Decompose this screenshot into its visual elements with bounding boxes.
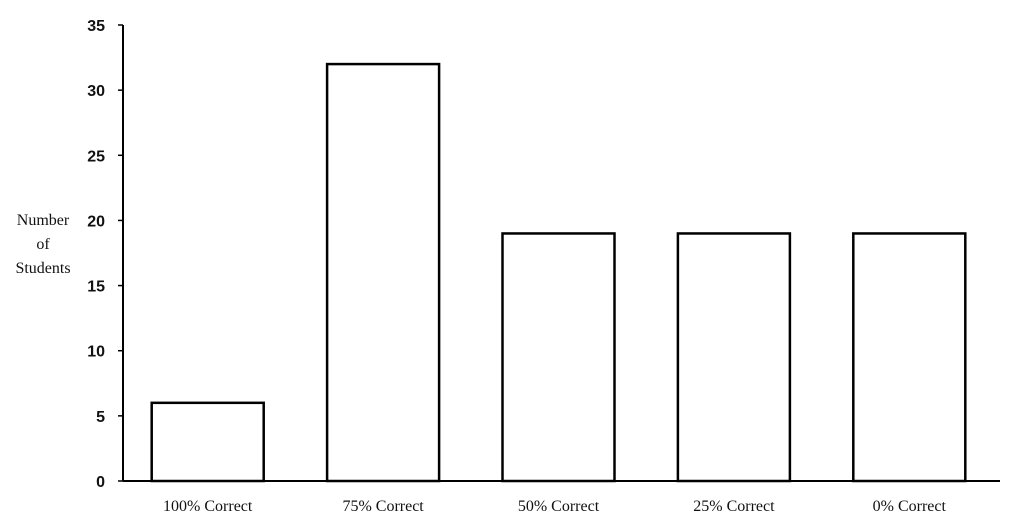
x-axis-tick-labels: 100% Correct 75% Correct 50% Correct 25% Co… — [163, 498, 946, 515]
y-tick-label: 30 — [87, 83, 105, 100]
bar — [325, 62, 441, 483]
x-tick-label: 25% Correct — [693, 498, 775, 515]
bar — [150, 401, 265, 483]
bar — [852, 232, 967, 483]
x-tick-label: 100% Correct — [163, 498, 253, 515]
x-tick-label: 50% Correct — [518, 498, 600, 515]
y-axis-label: Number of Students — [15, 212, 70, 277]
y-tick-label: 5 — [96, 409, 105, 426]
y-tick-label: 35 — [87, 18, 105, 35]
bar — [501, 232, 616, 483]
y-tick-label: 15 — [87, 279, 105, 296]
y-tick-label: 25 — [87, 148, 105, 165]
y-axis-ticks: 0 5 10 15 20 25 30 35 — [87, 18, 123, 491]
y-axis-label-line: Number — [17, 212, 70, 229]
x-tick-label: 0% Correct — [873, 498, 947, 515]
y-axis-label-line: of — [36, 236, 50, 253]
y-tick-label: 20 — [87, 213, 105, 230]
x-tick-label: 75% Correct — [342, 498, 424, 515]
bar — [676, 232, 792, 483]
bars — [150, 62, 967, 483]
y-tick-label: 0 — [96, 474, 105, 491]
y-tick-label: 10 — [87, 344, 105, 361]
y-axis-label-line: Students — [15, 260, 70, 277]
